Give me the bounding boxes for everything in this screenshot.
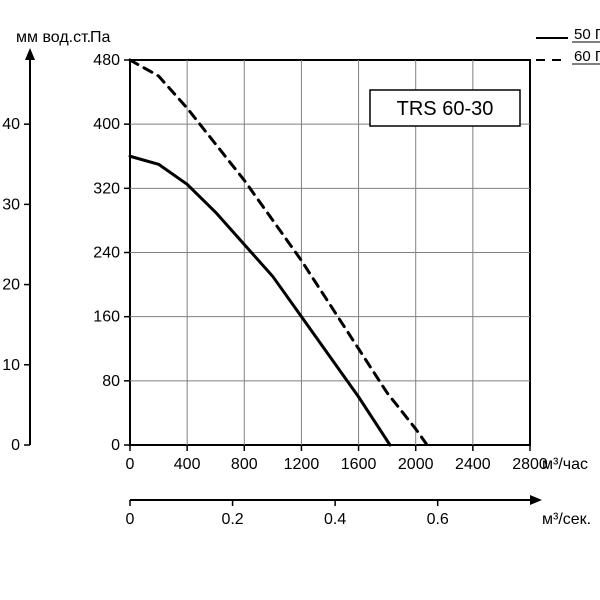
x1-tick-label: 0 <box>126 456 135 473</box>
x2-tick-label: 0.4 <box>324 511 346 528</box>
x2-tick-label: 0.2 <box>221 511 243 528</box>
y1-tick-label: 30 <box>2 196 20 213</box>
legend-label: 50 Гц <box>574 26 600 43</box>
x2-axis-label: м³/сек. <box>542 511 591 528</box>
y1-tick-label: 20 <box>2 277 20 294</box>
x1-tick-label: 1600 <box>341 456 377 473</box>
y1-axis-label: мм вод.ст. <box>16 29 91 46</box>
y2-tick-label: 0 <box>111 437 120 454</box>
y2-tick-label: 160 <box>93 309 120 326</box>
y2-tick-label: 400 <box>93 116 120 133</box>
y2-tick-label: 240 <box>93 245 120 262</box>
chart-title: TRS 60-30 <box>397 98 494 120</box>
x1-axis-label: м³/час <box>542 456 588 473</box>
y2-tick-label: 480 <box>93 52 120 69</box>
x1-tick-label: 2400 <box>455 456 491 473</box>
x2-tick-label: 0 <box>126 511 135 528</box>
y1-tick-label: 10 <box>2 357 20 374</box>
y2-tick-label: 80 <box>102 373 120 390</box>
y1-tick-label: 40 <box>2 116 20 133</box>
x2-tick-label: 0.6 <box>427 511 449 528</box>
x1-tick-label: 400 <box>174 456 201 473</box>
x1-tick-label: 1200 <box>284 456 320 473</box>
y1-tick-label: 0 <box>11 437 20 454</box>
y2-tick-label: 320 <box>93 180 120 197</box>
legend-label: 60 Гц <box>574 48 600 65</box>
y2-axis-label: Па <box>90 29 111 46</box>
x1-tick-label: 2000 <box>398 456 434 473</box>
pressure-flow-chart: мм вод.ст. 0 10 20 30 40 Па 0 80 160 240 320 400 480 0… <box>0 0 600 600</box>
x1-tick-label: 800 <box>231 456 258 473</box>
